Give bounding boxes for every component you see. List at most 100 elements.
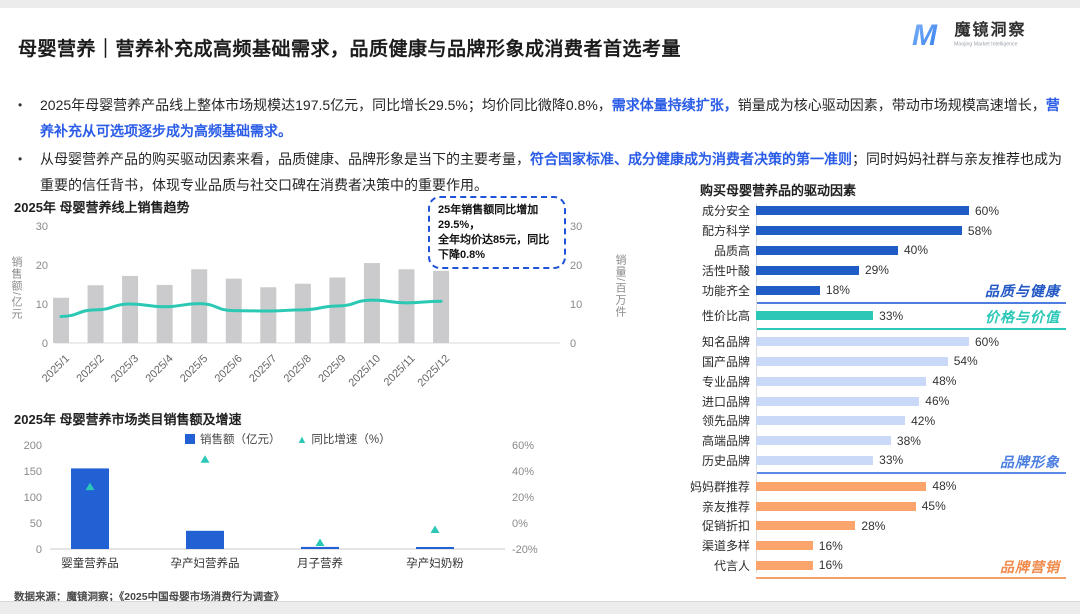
category-chart: 0 50 100 150 200 -20% 0% 20% 40% 60% 婴童营养品 孕产妇营养品 月子… [24,440,538,570]
svg-text:M: M [912,19,938,50]
driver-row: 领先品牌 42% [688,411,1066,431]
driver-label: 促销折扣 [701,519,750,534]
driver-value: 48% [932,374,957,389]
driver-value: 29% [864,263,889,278]
category-right-tick: 40% [512,466,534,478]
driver-label: 妈妈群推荐 [689,479,750,494]
driver-value: 54% [953,354,978,369]
trend-bar [294,283,311,343]
growth-marker-icon [315,538,325,546]
bullet-dot-icon: • [18,152,23,166]
trend-x-label: 2025/10 [346,353,383,390]
trend-x-label: 2025/4 [143,353,175,385]
driver-row: 历史品牌 33% 品牌形象 [688,451,1066,471]
bullet-highlight-text: 营养补充从可选项逐步成为高频基础需求。 [40,97,1060,139]
driver-bar [756,541,813,551]
driver-label: 代言人 [713,558,750,573]
category-bar [416,547,454,549]
driver-row: 渠道多样 16% [688,536,1066,556]
category-x-label: 孕产妇营养品 [171,556,240,570]
driver-bar [756,356,948,366]
trend-line [59,298,443,318]
driver-group-divider [756,472,1066,475]
driver-value: 16% [818,558,843,573]
top-margin-band [0,0,1080,8]
driver-label: 配方科学 [701,224,750,239]
driver-bar [756,206,969,216]
trend-x-label: 2025/7 [247,353,279,385]
driver-bar [756,226,962,236]
bullet-highlight-text: 符合国家标准、成分健康成为消费者决策的第一准则 [530,151,852,167]
data-source-note: 数据来源：魔镜洞察；《2025中国母婴市场消费行为调查》 [14,591,285,603]
driver-row: 配方科学 58% [688,221,1066,241]
bottom-margin-band [0,601,1080,614]
driver-group-divider [756,301,1066,304]
trend-bar [191,269,208,343]
trend-bar [260,287,277,343]
trend-x-label: 2025/1 [40,353,72,385]
trend-left-tick: 30 [36,221,48,233]
driver-value: 45% [921,499,946,514]
category-left-tick: 0 [36,544,42,556]
driver-row: 品质高 40% [688,241,1066,261]
trend-bar [363,263,380,343]
trend-bar [329,277,346,343]
bullet-item: • 从母婴营养产品的购买驱动因素来看，品质健康、品牌形象是当下的主要考量，符合国家… [16,146,1064,198]
category-left-tick: 100 [24,492,42,504]
driver-row: 妈妈群推荐 48% [688,476,1066,496]
moojing-m-icon: M [912,19,938,50]
driver-row: 知名品牌 60% [688,332,1066,352]
driver-label: 性价比高 [701,309,750,324]
drivers-chart-title: 购买母婴营养品的驱动因素 [700,183,857,198]
driver-bar [756,311,874,321]
driver-label: 领先品牌 [701,414,750,429]
driver-label: 成分安全 [701,204,750,219]
driver-label: 品质高 [713,243,750,258]
driver-bar [756,436,891,446]
driver-value: 33% [879,308,904,323]
driver-row: 性价比高 33% 价格与价值 [688,306,1066,326]
category-left-tick: 50 [30,518,42,530]
driver-value: 48% [932,479,957,494]
trend-x-label: 2025/12 [416,353,453,390]
driver-row: 代言人 16% 品牌营销 [688,556,1066,576]
driver-bar [756,245,898,255]
category-left-tick: 200 [24,440,42,452]
driver-bar [756,501,916,511]
driver-group-label: 品质与健康 [985,283,1060,300]
trend-bar [122,275,139,343]
driver-group-divider [756,577,1066,580]
trend-bar [53,297,69,343]
driver-value: 42% [911,413,936,428]
driver-value: 46% [925,394,950,409]
driver-row: 亲友推荐 45% [688,496,1066,516]
bullet-text: 销量成为核心驱动因素，带动市场规模高速增长， [737,97,1046,113]
driver-bar [756,521,856,531]
driver-value: 16% [818,538,843,553]
driver-row: 功能齐全 18% 品质与健康 [688,280,1066,300]
driver-group-label: 价格与价值 [985,308,1060,325]
driver-label: 历史品牌 [701,453,750,468]
category-x-label: 月子营养 [297,556,343,570]
driver-row: 高端品牌 38% [688,431,1066,451]
driver-bar [756,455,874,465]
bullet-item: • 2025年母婴营养产品线上整体市场规模达197.5亿元，同比增长29.5%；均… [16,92,1064,144]
growth-marker-icon [85,482,95,491]
driver-row: 促销折扣 28% [688,516,1066,536]
trend-x-label: 2025/8 [282,353,314,385]
brand-logo: M 魔镜洞察 Moojing Market Intelligence [912,16,1064,51]
category-right-tick: 20% [512,492,534,504]
growth-marker-icon [430,525,440,533]
slide: 母婴营养｜营养补充成高频基础需求，品质健康与品牌形象成消费者首选考量 M 魔镜洞… [0,8,1080,603]
driver-group-label: 品牌营销 [1000,558,1060,575]
trend-x-label: 2025/3 [109,353,141,385]
category-x-label: 婴童营养品 [61,556,119,570]
trend-right-axis-label: 销量/百万件 [614,254,626,319]
driver-label: 知名品牌 [701,335,750,350]
drivers-axis-line [756,203,757,574]
growth-marker-icon [200,455,210,463]
driver-value: 18% [825,283,850,298]
driver-bar [756,481,927,491]
driver-row: 活性叶酸 29% [688,260,1066,280]
